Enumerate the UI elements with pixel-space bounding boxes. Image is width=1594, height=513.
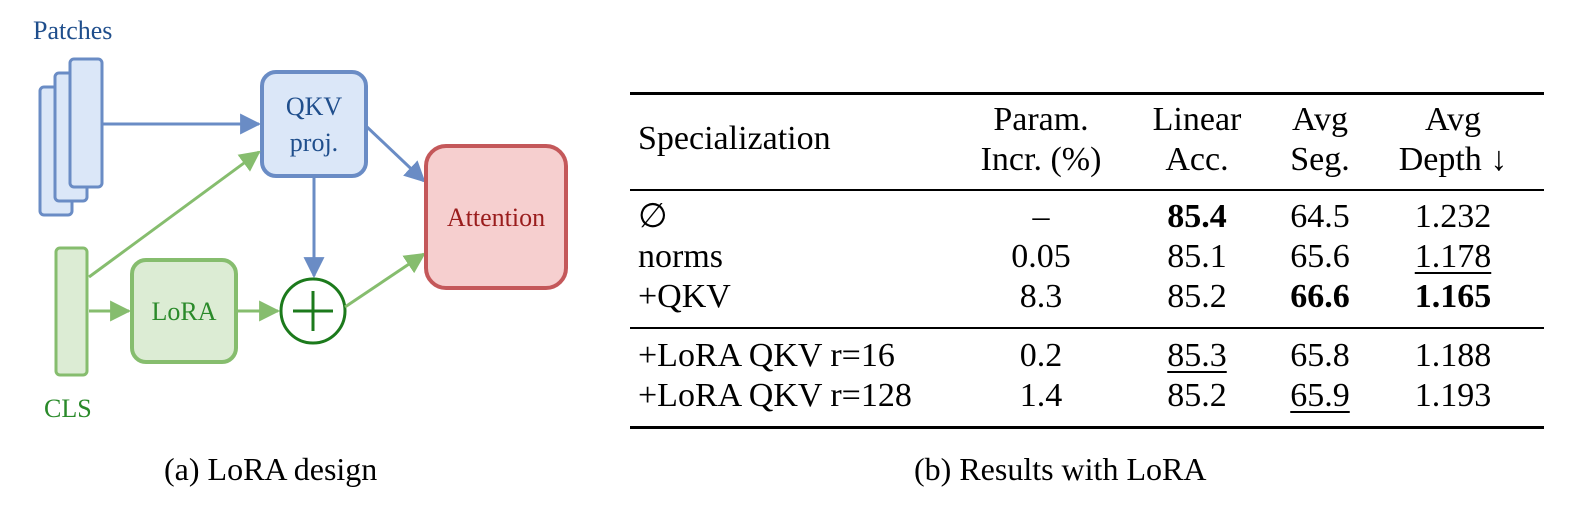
row-depth: 1.193 bbox=[1414, 377, 1492, 414]
table-mid-rule bbox=[630, 189, 1544, 191]
header-param-line1: Param. bbox=[993, 101, 1089, 138]
row-seg: 66.6 bbox=[1290, 278, 1350, 315]
table-top-rule bbox=[630, 92, 1544, 95]
arrow-sum-to-attention bbox=[344, 252, 426, 309]
header-param-line2: Incr. (%) bbox=[980, 141, 1102, 178]
header-depth-line2: Depth ↓ bbox=[1398, 141, 1508, 178]
row-seg: 65.8 bbox=[1290, 337, 1350, 374]
row-depth: 1.232 bbox=[1414, 198, 1492, 235]
row-seg: 65.6 bbox=[1290, 238, 1350, 275]
row-acc: 85.4 bbox=[1167, 198, 1227, 235]
row-acc: 85.2 bbox=[1167, 278, 1227, 315]
row-depth: 1.188 bbox=[1414, 337, 1492, 374]
caption-results: (b) Results with LoRA bbox=[914, 451, 1207, 487]
row-param: 0.2 bbox=[1019, 337, 1063, 374]
header-seg-line2: Seg. bbox=[1290, 141, 1350, 178]
row-param: 8.3 bbox=[1019, 278, 1063, 315]
arrow-qkv-to-attention bbox=[364, 124, 426, 183]
row-name: +QKV bbox=[638, 278, 731, 315]
cls-label: CLS bbox=[44, 394, 92, 423]
row-param: 1.4 bbox=[1019, 377, 1063, 414]
header-specialization: Specialization bbox=[638, 120, 831, 157]
arrow-cls-to-qkv bbox=[88, 150, 261, 279]
qkv-label-line2: proj. bbox=[290, 128, 338, 157]
lora-box: LoRA bbox=[130, 258, 238, 364]
row-param: – bbox=[1032, 198, 1050, 235]
header-acc-line1: Linear bbox=[1152, 101, 1242, 138]
attention-label: Attention bbox=[447, 203, 545, 232]
header-acc-line2: Acc. bbox=[1165, 141, 1229, 178]
row-param: 0.05 bbox=[1011, 238, 1071, 275]
row-seg: 64.5 bbox=[1290, 198, 1350, 235]
attention-box: Attention bbox=[424, 144, 568, 290]
table-bottom-rule bbox=[630, 426, 1544, 429]
row-name: +LoRA QKV r=16 bbox=[638, 337, 895, 374]
header-depth-line1: Avg bbox=[1424, 101, 1482, 138]
patch-tokens-stack bbox=[38, 57, 104, 217]
caption-lora-design: (a) LoRA design bbox=[164, 451, 378, 487]
lora-label: LoRA bbox=[152, 297, 217, 326]
qkv-label-line1: QKV bbox=[286, 92, 343, 121]
row-depth: 1.165 bbox=[1414, 278, 1492, 315]
row-name: ∅ bbox=[638, 198, 668, 235]
row-seg: 65.9 bbox=[1290, 377, 1350, 414]
cls-token bbox=[54, 246, 89, 377]
row-depth: 1.178 bbox=[1414, 238, 1492, 275]
table-group-rule bbox=[630, 327, 1544, 329]
row-name: +LoRA QKV r=128 bbox=[638, 377, 912, 414]
sum-node bbox=[279, 277, 347, 345]
patches-label: Patches bbox=[33, 16, 112, 45]
qkv-proj-box: QKV proj. bbox=[260, 70, 368, 178]
header-seg-line1: Avg bbox=[1291, 101, 1349, 138]
row-acc: 85.2 bbox=[1167, 377, 1227, 414]
row-acc: 85.3 bbox=[1167, 337, 1227, 374]
lora-design-diagram: Patches QKV proj. CLS LoRA Attenti bbox=[33, 16, 568, 423]
row-name: norms bbox=[638, 238, 723, 275]
row-acc: 85.1 bbox=[1167, 238, 1227, 275]
